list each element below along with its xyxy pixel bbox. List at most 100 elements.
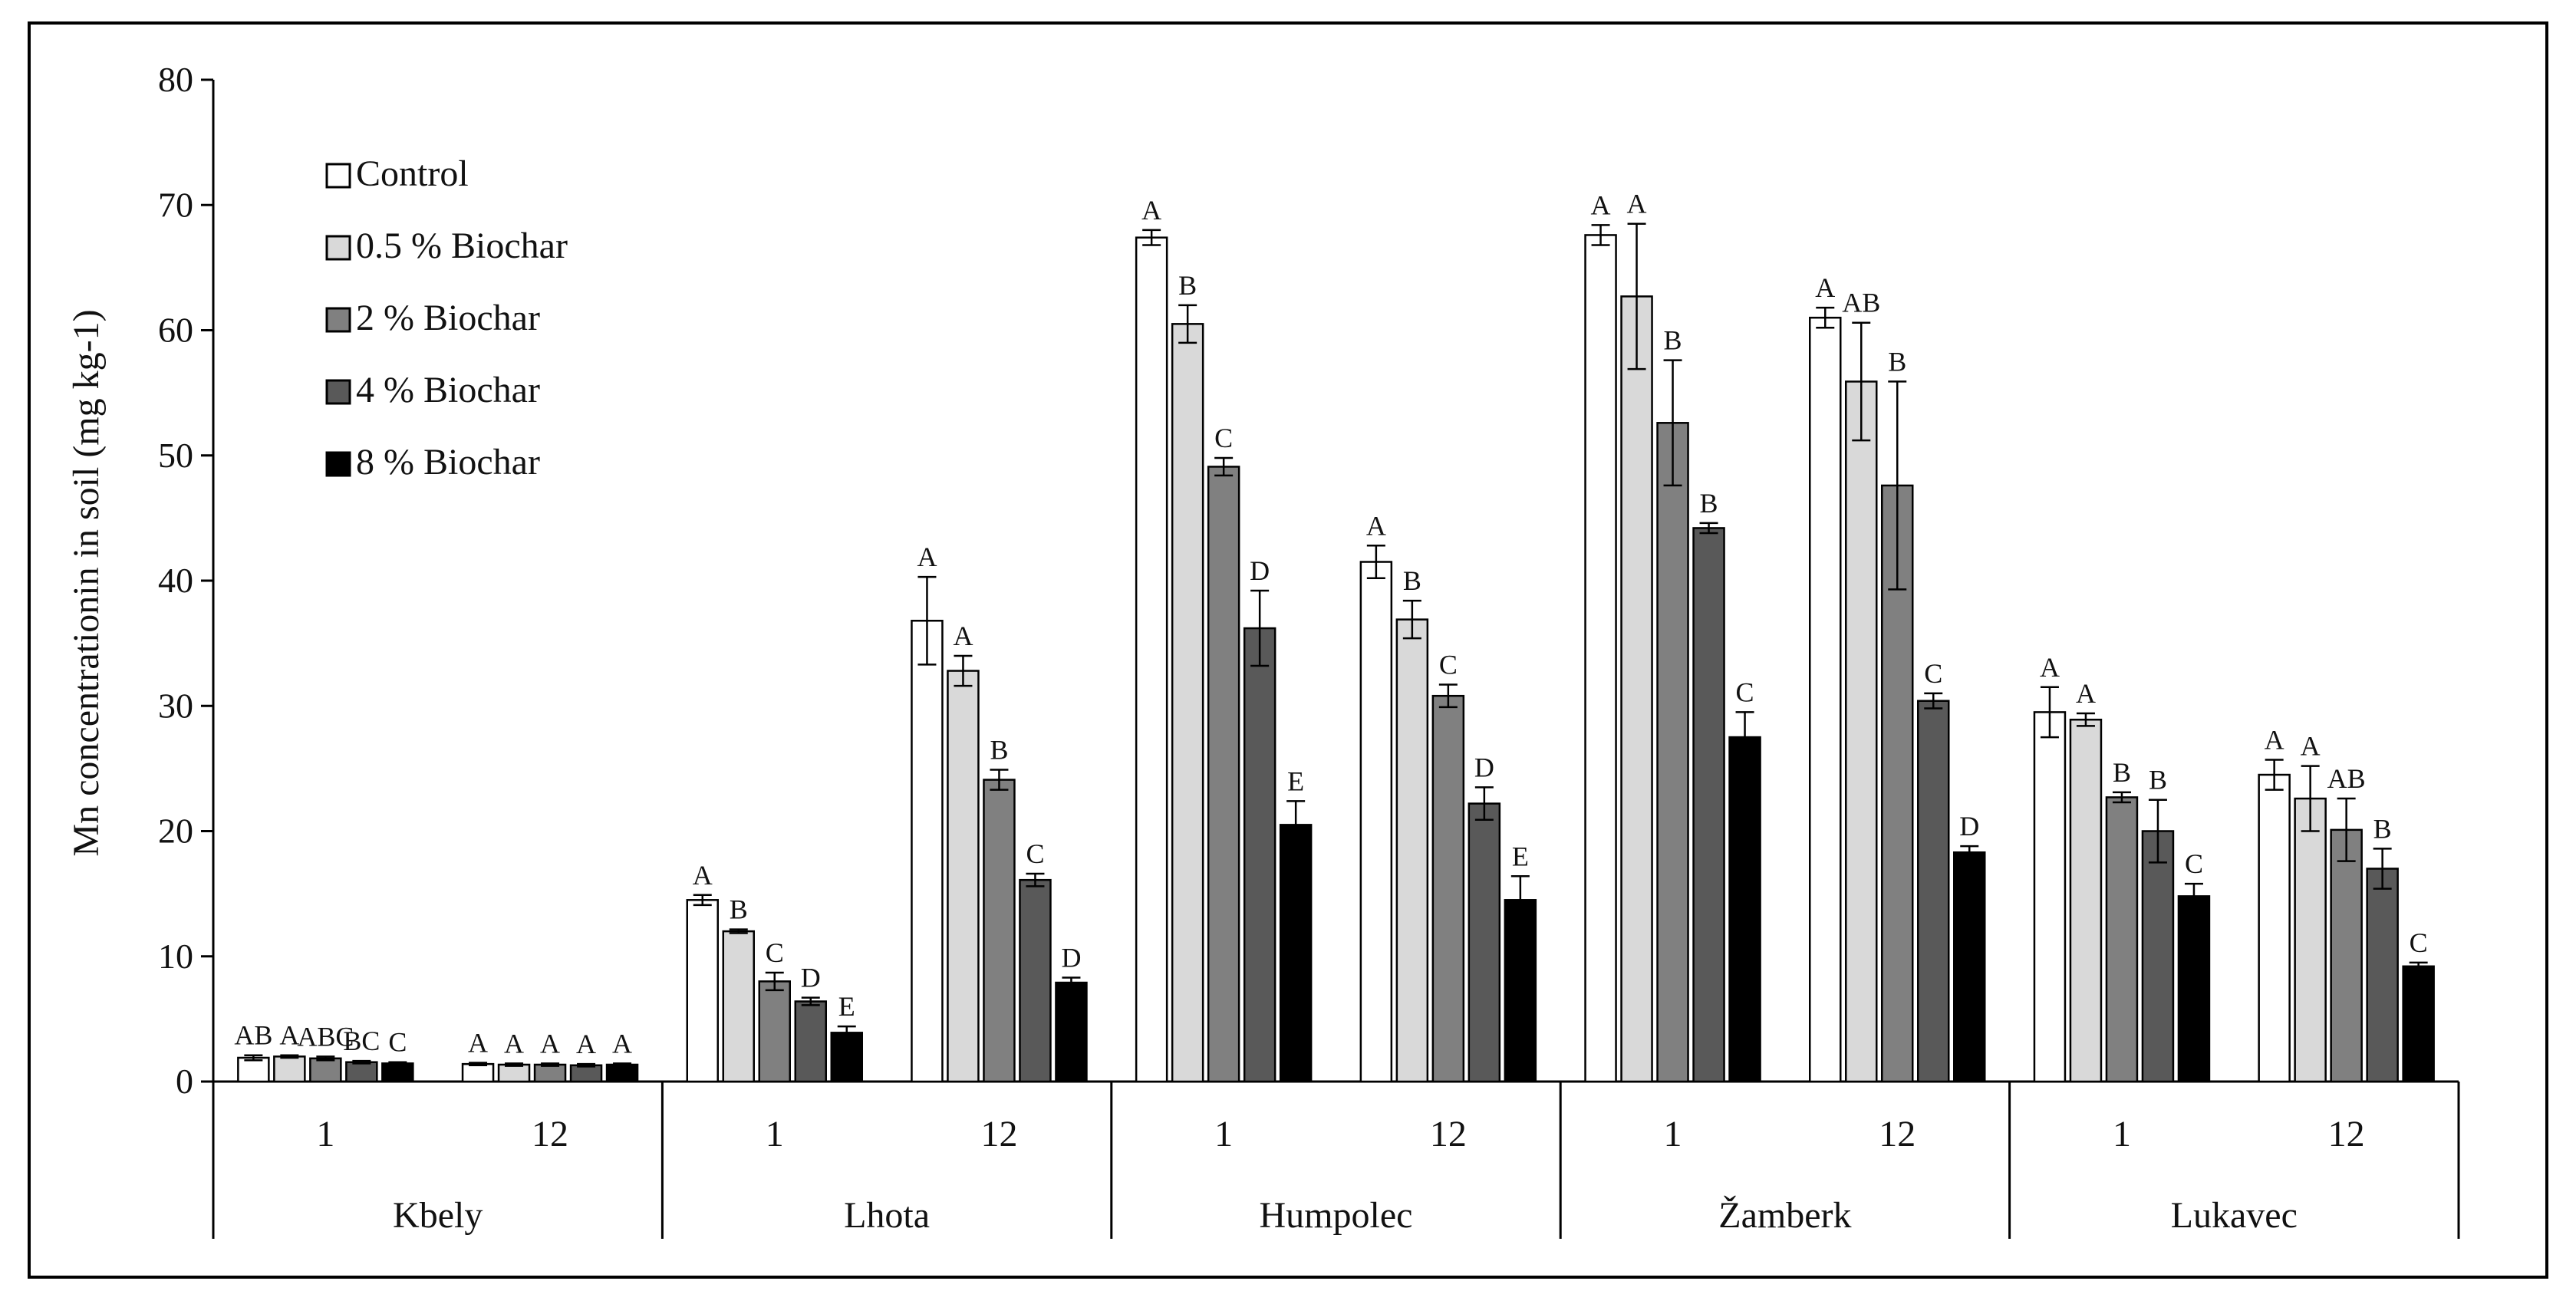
y-tick-label: 60 — [158, 311, 193, 350]
significance-label: B — [1664, 325, 1682, 356]
legend-swatch — [325, 379, 351, 405]
significance-label: A — [693, 860, 713, 891]
x-tick-label: 1 — [1664, 1114, 1682, 1154]
bar — [1135, 236, 1168, 1083]
bar — [1692, 527, 1725, 1083]
site-label: Žamberk — [1718, 1195, 1851, 1236]
significance-label: A — [540, 1028, 560, 1059]
x-tick-label: 12 — [980, 1114, 1017, 1154]
significance-label: B — [2373, 813, 2392, 844]
y-tick-label: 50 — [158, 436, 193, 475]
bar — [1019, 878, 1052, 1083]
significance-label: E — [1287, 766, 1304, 796]
significance-label: A — [279, 1020, 299, 1051]
bar — [309, 1057, 342, 1083]
bar — [722, 930, 755, 1083]
significance-label: BC — [343, 1026, 380, 1056]
bar — [983, 779, 1016, 1083]
x-tick-label: 12 — [532, 1114, 568, 1154]
x-tick-label: 1 — [766, 1114, 784, 1154]
significance-label: C — [1439, 649, 1458, 680]
bar — [381, 1062, 414, 1083]
legend-swatch — [325, 307, 351, 333]
significance-label: D — [801, 963, 821, 993]
bar — [686, 899, 719, 1083]
bar — [1431, 694, 1465, 1083]
significance-label: A — [1591, 189, 1611, 220]
significance-label: C — [1924, 658, 1942, 689]
significance-label: B — [1178, 270, 1197, 301]
significance-label: E — [1512, 841, 1529, 871]
significance-label: B — [2113, 757, 2131, 788]
x-tick-label: 1 — [316, 1114, 334, 1154]
bar — [947, 670, 980, 1083]
bar — [2258, 773, 2291, 1083]
bar — [1584, 234, 1617, 1083]
significance-label: C — [388, 1027, 407, 1058]
legend-label: Control — [356, 153, 469, 194]
y-tick-label: 30 — [158, 686, 193, 725]
legend-label: 8 % Biochar — [356, 442, 540, 482]
significance-label: C — [1736, 677, 1754, 707]
significance-label: A — [1141, 195, 1161, 226]
bar — [1395, 618, 1429, 1083]
significance-label: ABC — [297, 1021, 354, 1052]
significance-label: D — [1061, 943, 1081, 973]
significance-label: C — [2185, 848, 2203, 879]
significance-label: A — [917, 542, 937, 572]
legend-label: 4 % Biochar — [356, 370, 540, 410]
bar — [1809, 316, 1842, 1083]
significance-label: D — [1959, 811, 1979, 841]
significance-label: B — [1888, 346, 1906, 377]
x-tick-label: 1 — [1214, 1114, 1233, 1154]
x-tick-label: 12 — [2328, 1114, 2365, 1154]
bar — [1207, 466, 1240, 1083]
x-tick-label: 12 — [1879, 1114, 1916, 1154]
axes: 0 10 20 30 40 50 60 70 80 1 12 1 12 1 12 1 12 1 12 Kbely Lho… — [158, 60, 2460, 1239]
y-tick-label: 40 — [158, 561, 193, 600]
x-tick-label: 12 — [1430, 1114, 1467, 1154]
bar — [2105, 796, 2139, 1083]
significance-label: A — [576, 1029, 596, 1059]
bar — [569, 1064, 603, 1083]
site-label: Humpolec — [1260, 1195, 1413, 1236]
bar — [1243, 627, 1276, 1083]
significance-label: B — [2149, 765, 2167, 795]
bar — [2033, 711, 2067, 1083]
bar — [1845, 380, 1878, 1083]
legend-swatch — [325, 163, 351, 189]
bar — [911, 619, 944, 1083]
bar — [1656, 422, 1689, 1083]
significance-label: A — [1815, 272, 1835, 303]
significance-label: B — [1700, 488, 1718, 519]
significance-label: AB — [234, 1020, 272, 1051]
significance-label: A — [2301, 731, 2321, 762]
bar — [497, 1063, 531, 1083]
x-tick-label: 1 — [2113, 1114, 2131, 1154]
bar — [2294, 797, 2327, 1083]
bar — [345, 1061, 378, 1083]
significance-label: D — [1250, 555, 1270, 586]
significance-label: B — [1403, 565, 1421, 596]
significance-label: C — [766, 937, 784, 968]
significance-label: AB — [1842, 288, 1880, 318]
significance-label: A — [612, 1028, 632, 1059]
significance-label: E — [838, 991, 855, 1022]
bar — [1468, 802, 1501, 1083]
bar — [2177, 895, 2211, 1083]
site-label: Kbely — [393, 1195, 483, 1236]
bar — [1171, 323, 1204, 1083]
significance-label: AB — [2327, 763, 2366, 794]
bar — [1055, 981, 1088, 1083]
significance-label: A — [2040, 652, 2060, 683]
significance-label: A — [468, 1028, 488, 1059]
y-tick-label: 20 — [158, 812, 193, 851]
bar — [758, 980, 791, 1083]
significance-label: A — [2265, 724, 2284, 755]
bar — [2141, 830, 2175, 1083]
legend-label: 2 % Biochar — [356, 298, 540, 338]
significance-label: B — [730, 894, 748, 925]
